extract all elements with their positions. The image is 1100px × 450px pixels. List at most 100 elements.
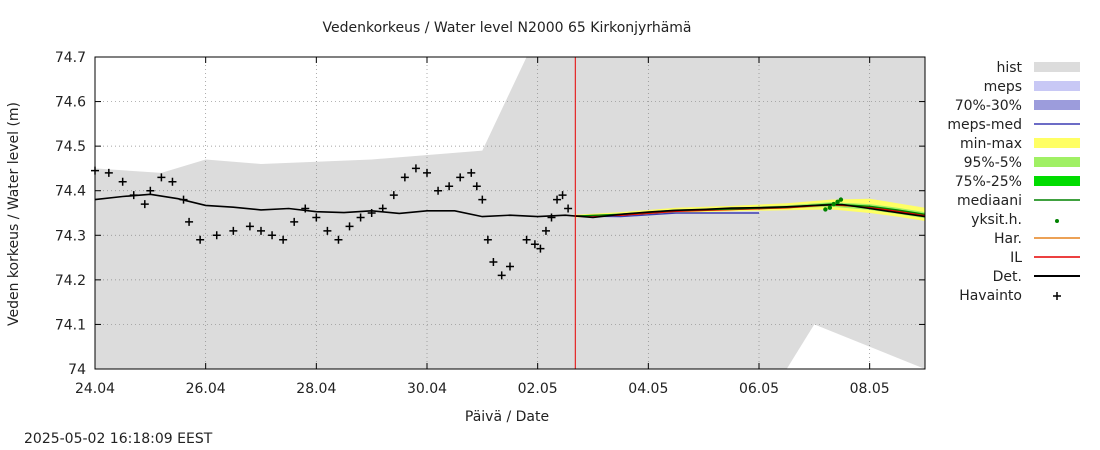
legend-label-meps: meps — [984, 79, 1022, 95]
band-hist — [95, 57, 925, 369]
timestamp: 2025-05-02 16:18:09 EEST — [24, 431, 213, 447]
point-havainto-1 — [104, 168, 113, 177]
legend-swatch-hist — [1034, 62, 1080, 72]
point-havainto-38 — [497, 271, 506, 280]
y-axis-label: Veden korkeus / Water level (m) — [6, 102, 22, 326]
point-havainto-43 — [541, 226, 550, 235]
x-tick-label-3: 30.04 — [407, 381, 447, 397]
legend-swatch-min-max — [1034, 138, 1080, 148]
point-yksit-h--0 — [823, 207, 828, 212]
point-havainto-28 — [411, 164, 420, 173]
legend-label-meps-med: meps-med — [947, 117, 1022, 133]
point-havainto-45 — [553, 195, 562, 204]
band-95%-5% — [575, 202, 925, 219]
y-tick-label-7: 74.7 — [55, 50, 86, 66]
x-tick-label-2: 28.04 — [296, 381, 336, 397]
y-tick-label-4: 74.4 — [55, 184, 86, 200]
point-havainto-47 — [564, 204, 573, 213]
point-yksit-h--2 — [831, 201, 836, 207]
x-tick-label-7: 08.05 — [850, 381, 890, 397]
chart-title: Vedenkorkeus / Water level N2000 65 Kirk… — [322, 20, 691, 36]
x-tick-label-1: 26.04 — [186, 381, 226, 397]
x-tick-label-5: 04.05 — [628, 381, 668, 397]
point-havainto-12 — [229, 226, 238, 235]
legend-label-har: Har. — [994, 231, 1022, 247]
legend-label-il: IL — [1010, 250, 1022, 266]
point-yksit-h--4 — [838, 197, 844, 202]
legend-label-hist: hist — [996, 60, 1022, 76]
plot-frame — [94, 56, 926, 370]
point-havainto-18 — [301, 204, 310, 213]
point-havainto-16 — [279, 235, 288, 244]
point-havainto-15 — [268, 231, 277, 240]
point-havainto-13 — [245, 222, 254, 231]
point-havainto-26 — [389, 191, 398, 200]
point-havainto-42 — [536, 244, 545, 253]
legend-swatch-meps — [1034, 81, 1080, 91]
legend-swatch-havainto — [1053, 292, 1061, 300]
point-havainto-27 — [400, 173, 409, 182]
y-tick-label-1: 74.1 — [55, 317, 86, 333]
point-havainto-31 — [445, 182, 454, 191]
band-hist-tail — [786, 324, 925, 369]
point-havainto-6 — [157, 173, 166, 182]
y-axis-ticks: 74 74.1 74.2 74.3 74.4 74.5 74.6 74.7 — [55, 50, 925, 378]
point-havainto-4 — [140, 200, 149, 209]
point-havainto-33 — [467, 168, 476, 177]
point-yksit-h--1 — [827, 205, 833, 210]
y-tick-label-5: 74.5 — [55, 139, 86, 155]
legend-swatch-70-30 — [1034, 100, 1080, 110]
legend-label-min-max: min-max — [960, 136, 1022, 152]
x-tick-label-0: 24.04 — [75, 381, 115, 397]
legend-label-95-5: 95%-5% — [964, 155, 1022, 171]
point-havainto-21 — [334, 235, 343, 244]
point-havainto-39 — [506, 262, 514, 271]
legend-label-mediaani: mediaani — [957, 193, 1022, 209]
point-havainto-5 — [146, 186, 155, 195]
point-havainto-19 — [312, 213, 321, 222]
x-tick-label-4: 02.05 — [518, 381, 558, 397]
point-havainto-36 — [483, 235, 492, 244]
point-havainto-11 — [212, 231, 221, 240]
y-tick-label-0: 74 — [68, 362, 86, 378]
plot-area — [91, 56, 926, 370]
legend-swatch-yksit-h — [1055, 219, 1059, 223]
series-lines — [94, 193, 926, 219]
y-tick-label-3: 74.3 — [55, 228, 86, 244]
point-havainto-10 — [196, 235, 205, 244]
point-havainto-46 — [558, 191, 567, 200]
line-det- — [94, 193, 926, 219]
point-havainto-40 — [522, 235, 531, 244]
legend-swatch-75-25 — [1034, 176, 1080, 186]
legend-label-yksit-h: yksit.h. — [971, 212, 1022, 228]
point-havainto-35 — [478, 195, 487, 204]
legend: hist meps 70%-30% meps-med min-max 95%-5% 75%-… — [947, 60, 1080, 304]
point-havainto-32 — [456, 173, 465, 182]
point-havainto-34 — [472, 182, 481, 191]
legend-label-75-25: 75%-25% — [955, 174, 1022, 190]
y-tick-label-2: 74.2 — [55, 273, 86, 289]
point-havainto-37 — [489, 258, 498, 267]
x-axis-label: Päivä / Date — [465, 409, 549, 425]
point-havainto-2 — [118, 177, 127, 186]
point-yksit-h--3 — [835, 199, 840, 205]
legend-label-havainto: Havainto — [959, 288, 1022, 304]
point-havainto-14 — [257, 226, 265, 235]
observation-points — [91, 164, 844, 280]
point-havainto-44 — [547, 213, 556, 222]
point-havainto-30 — [434, 186, 443, 195]
legend-swatch-95-5 — [1034, 157, 1080, 167]
point-havainto-8 — [179, 195, 188, 204]
point-havainto-20 — [323, 226, 332, 235]
point-havainto-22 — [345, 222, 354, 231]
y-tick-label-6: 74.6 — [55, 95, 86, 111]
x-axis-ticks: 24.04 26.04 28.04 30.04 02.05 04.05 06.05 08.05 — [75, 57, 890, 397]
point-havainto-25 — [378, 204, 387, 213]
legend-label-70-30: 70%-30% — [955, 98, 1022, 114]
point-havainto-3 — [129, 191, 138, 200]
point-havainto-7 — [168, 177, 177, 186]
x-tick-label-6: 06.05 — [739, 381, 779, 397]
point-havainto-23 — [356, 213, 365, 222]
point-havainto-17 — [290, 217, 299, 226]
